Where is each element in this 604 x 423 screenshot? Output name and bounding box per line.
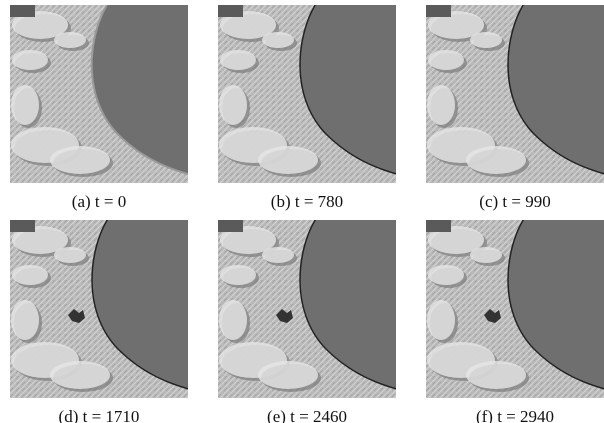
hill <box>54 247 86 263</box>
hill <box>427 85 455 125</box>
panel <box>426 220 604 398</box>
hill <box>428 50 464 70</box>
hill <box>262 247 294 263</box>
panel <box>218 220 396 398</box>
corner <box>218 220 243 232</box>
panel-caption: (e) t = 2460 <box>267 407 347 423</box>
hill <box>427 300 455 340</box>
hill <box>466 361 526 389</box>
corner <box>218 5 243 17</box>
figure: (a) t = 0 (b) t = 780 (c) t = 990 (d) t = 1… <box>0 0 604 423</box>
hill <box>219 85 247 125</box>
hill <box>262 32 294 48</box>
hill <box>50 146 110 174</box>
hill <box>258 361 318 389</box>
panel <box>10 220 188 398</box>
panel-caption: (b) t = 780 <box>271 192 343 211</box>
hill <box>470 247 502 263</box>
hill <box>12 50 48 70</box>
corner <box>10 5 35 17</box>
hill <box>11 300 39 340</box>
panel-caption: (a) t = 0 <box>72 192 126 211</box>
hill <box>220 265 256 285</box>
corner <box>426 5 451 17</box>
panel-caption: (c) t = 990 <box>479 192 550 211</box>
panel <box>10 5 188 183</box>
panel-caption: (d) t = 1710 <box>59 407 140 423</box>
hill <box>466 146 526 174</box>
hill <box>219 300 247 340</box>
hill <box>50 361 110 389</box>
panel-caption: (f) t = 2940 <box>476 407 554 423</box>
corner <box>426 220 451 232</box>
panel <box>218 5 396 183</box>
hill <box>54 32 86 48</box>
corner <box>10 220 35 232</box>
panel <box>426 5 604 183</box>
hill <box>220 50 256 70</box>
hill <box>12 265 48 285</box>
hill <box>428 265 464 285</box>
hill <box>258 146 318 174</box>
hill <box>470 32 502 48</box>
hill <box>11 85 39 125</box>
